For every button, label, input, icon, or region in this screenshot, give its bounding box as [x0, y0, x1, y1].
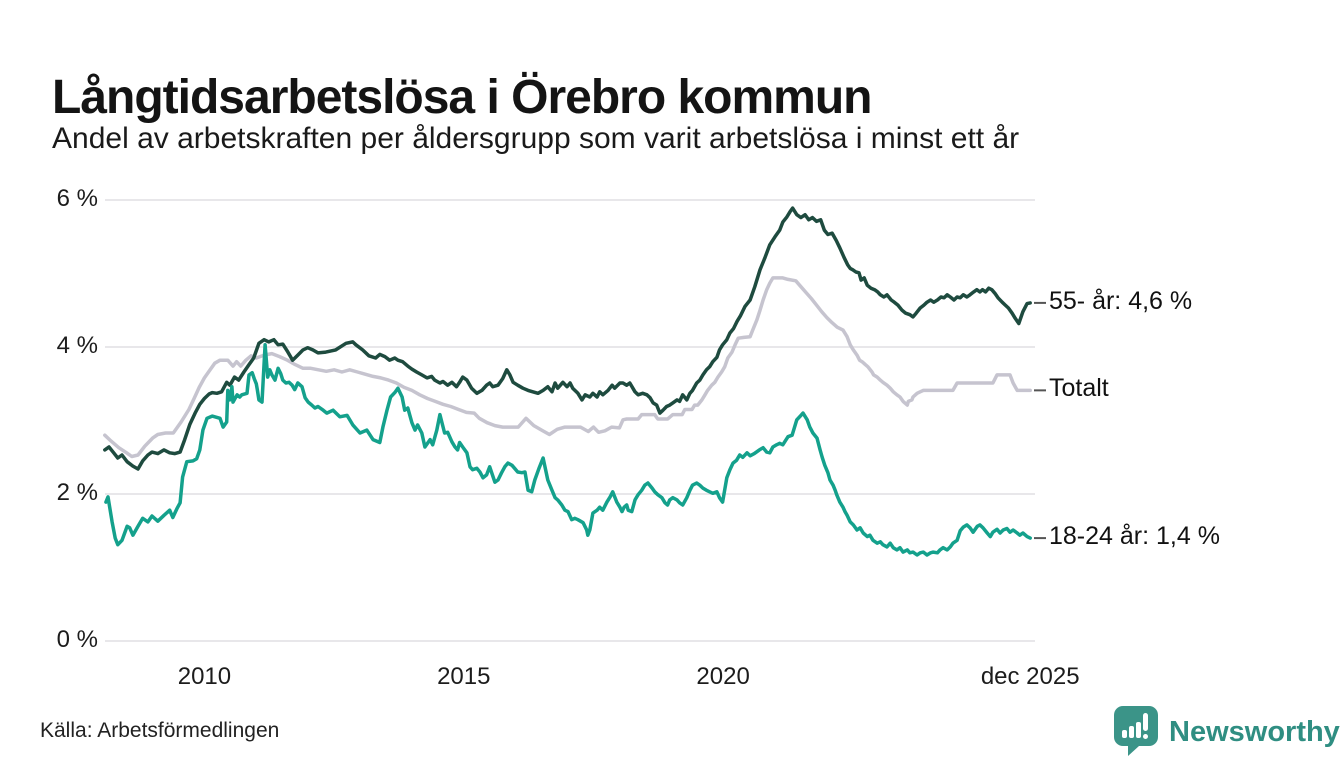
grid-line — [105, 199, 1035, 201]
y-tick-label: 0 % — [56, 626, 98, 653]
grid-line — [105, 493, 1035, 495]
newsworthy-wordmark: Newsworthy — [1169, 715, 1340, 748]
series-end-label-18-24-r: 18-24 år: 1,4 % — [1049, 522, 1220, 551]
series-line-55-r — [103, 206, 1032, 471]
x-tick-label: 2020 — [696, 663, 750, 690]
series-end-label-totalt: Totalt — [1049, 374, 1109, 403]
series-line-totalt — [103, 276, 1032, 459]
series-end-label-55-r: 55- år: 4,6 % — [1049, 286, 1193, 315]
grid-line — [105, 346, 1035, 348]
x-tick-label: 2010 — [177, 663, 232, 690]
grid-line — [105, 640, 1035, 642]
page-subtitle: Andel av arbetskraften per åldersgrupp s… — [52, 122, 1020, 155]
bar-chart-speech-bubble-icon — [1114, 706, 1158, 756]
x-tick-label: 2015 — [437, 663, 491, 690]
y-tick-label: 4 % — [56, 332, 98, 359]
source-note: Källa: Arbetsförmedlingen — [40, 719, 280, 742]
page-title: Långtidsarbetslösa i Örebro kommun — [52, 71, 872, 125]
y-tick-label: 6 % — [56, 185, 98, 212]
x-tick-label: dec 2025 — [980, 663, 1080, 690]
series-line-18-24-r — [104, 343, 1032, 557]
y-tick-label: 2 % — [56, 479, 98, 506]
newsworthy-logo: Newsworthy — [1113, 705, 1340, 757]
